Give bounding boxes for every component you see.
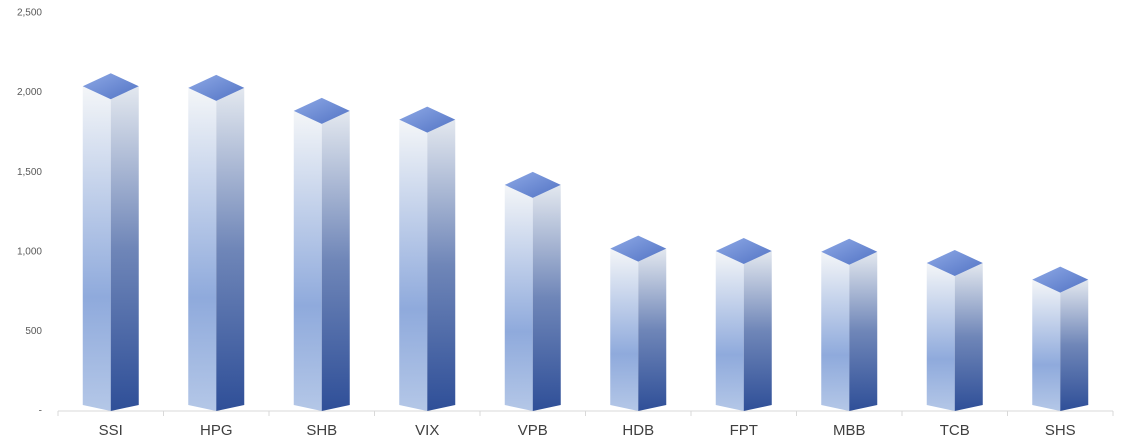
bar-left-face xyxy=(293,110,322,412)
bar-top xyxy=(715,238,772,265)
bar-top xyxy=(399,106,456,133)
bar-top xyxy=(926,249,983,276)
bar-right-face xyxy=(849,251,878,411)
y-tick-label: 2,500 xyxy=(17,8,42,19)
x-tick-label: HDB xyxy=(622,422,654,439)
bar-top xyxy=(82,73,139,100)
bar-left-face xyxy=(1032,279,1061,411)
x-tick-label: SSI xyxy=(99,422,123,439)
bar-left-face xyxy=(610,248,639,411)
bar-left-face xyxy=(188,87,217,411)
bar xyxy=(610,235,667,411)
y-tick-label: 500 xyxy=(25,326,42,337)
bar-left-face xyxy=(399,119,428,411)
bar-top xyxy=(504,171,561,198)
bar xyxy=(399,106,456,411)
bar-right-face xyxy=(743,251,772,411)
y-tick-label: 2,000 xyxy=(17,87,42,98)
bar-top xyxy=(821,238,878,265)
bar-right-face xyxy=(427,119,456,411)
bar xyxy=(715,238,772,411)
y-tick-label: 1,500 xyxy=(17,167,42,178)
bar-left-face xyxy=(821,251,850,411)
bar-left-face xyxy=(926,262,955,411)
bar xyxy=(1032,266,1089,411)
bar-right-face xyxy=(321,110,350,412)
bar-top xyxy=(610,235,667,262)
x-tick-label: FPT xyxy=(730,422,758,439)
x-tick-label: HPG xyxy=(200,422,233,439)
bar-left-face xyxy=(715,251,744,411)
bar-top xyxy=(1032,266,1089,293)
bar-top xyxy=(188,74,245,101)
bar-right-face xyxy=(1060,279,1089,411)
x-tick-label: VPB xyxy=(518,422,548,439)
x-tick-label: SHB xyxy=(306,422,337,439)
x-tick-label: TCB xyxy=(940,422,970,439)
x-tick-label: SHS xyxy=(1045,422,1076,439)
x-tick-label: MBB xyxy=(833,422,866,439)
bar xyxy=(821,238,878,411)
y-tick-label: - xyxy=(39,406,42,417)
bar-left-face xyxy=(82,86,111,412)
bar xyxy=(504,171,561,411)
bar-right-face xyxy=(110,86,139,412)
bar-right-face xyxy=(954,262,983,411)
x-tick-label: VIX xyxy=(415,422,439,439)
bar xyxy=(293,97,350,412)
bar-right-face xyxy=(532,184,561,411)
bar-left-face xyxy=(504,184,533,411)
bar xyxy=(188,74,245,411)
bar-right-face xyxy=(638,248,667,411)
bar xyxy=(82,73,139,412)
bar-right-face xyxy=(216,87,245,411)
bar xyxy=(926,249,983,411)
y-tick-label: 1,000 xyxy=(17,246,42,257)
bar-top xyxy=(293,97,350,124)
